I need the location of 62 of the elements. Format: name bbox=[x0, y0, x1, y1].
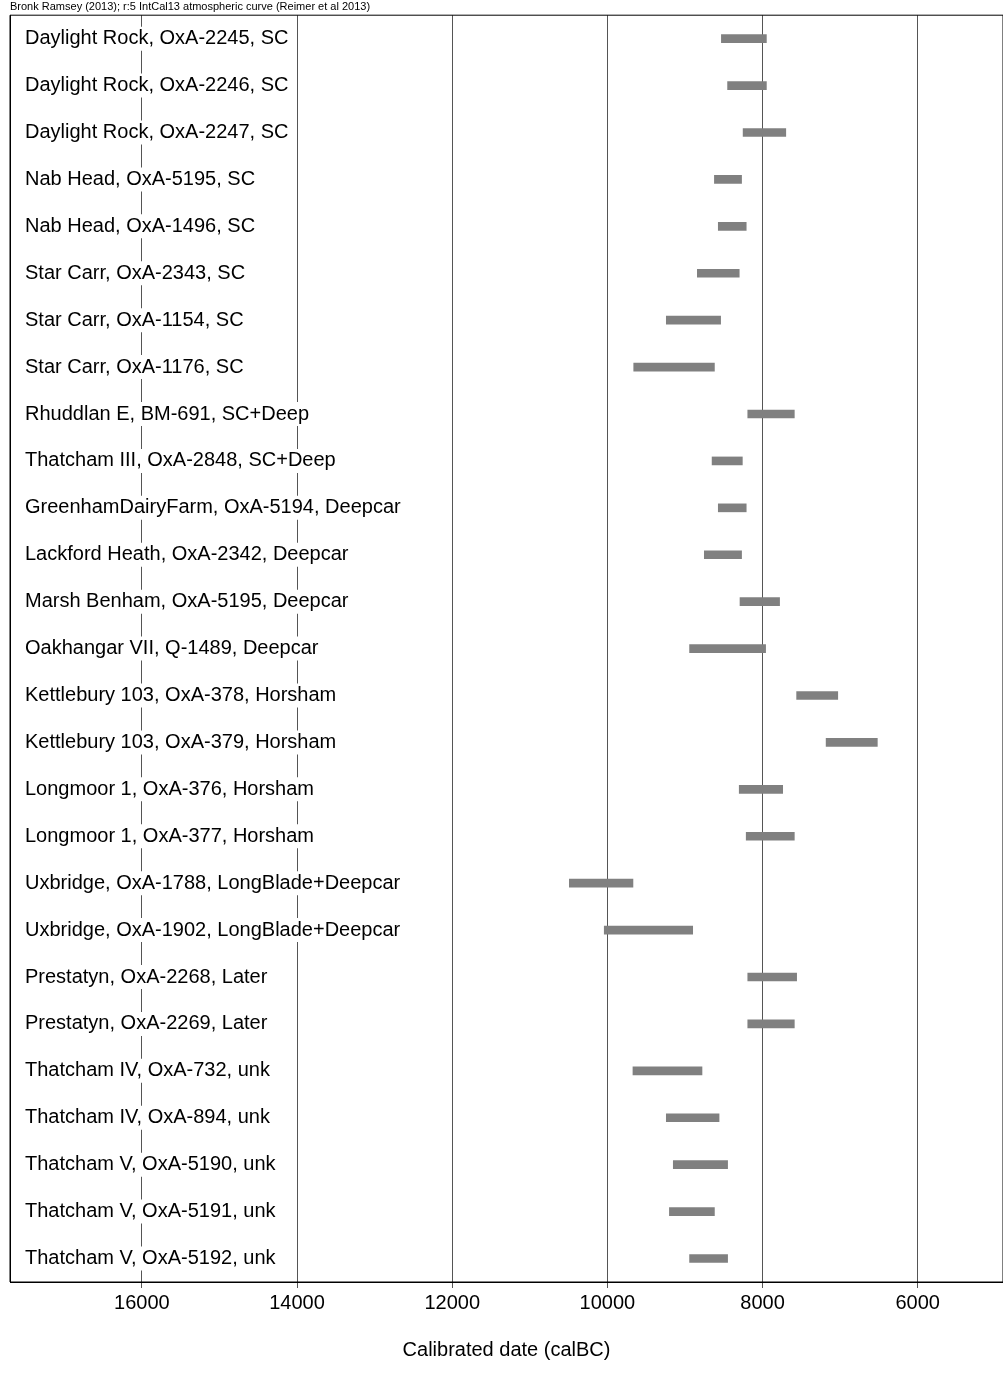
x-tick-label: 6000 bbox=[895, 1290, 940, 1313]
bar bbox=[703, 550, 742, 560]
y-tick-label: Thatcham V, OxA-5192, unk bbox=[25, 1246, 277, 1269]
bar bbox=[697, 268, 740, 278]
bar bbox=[717, 222, 747, 231]
bar bbox=[742, 128, 787, 137]
y-tick-label: Uxbridge, OxA-1788, LongBlade+Deepcar bbox=[25, 870, 401, 893]
y-tick-label: Marsh Benham, OxA-5195, Deepcar bbox=[25, 589, 349, 612]
bar bbox=[632, 1066, 703, 1076]
y-tick-label: Nab Head, OxA-1496, SC bbox=[25, 213, 256, 236]
bar bbox=[721, 34, 767, 43]
bar bbox=[745, 831, 795, 841]
bar bbox=[711, 456, 743, 466]
y-tick-label: Daylight Rock, OxA-2246, SC bbox=[25, 73, 289, 96]
bar bbox=[747, 409, 795, 419]
bar bbox=[739, 597, 780, 607]
y-tick-label: Daylight Rock, OxA-2247, SC bbox=[25, 120, 289, 143]
bar bbox=[796, 691, 839, 700]
y-tick-label: Lackford Heath, OxA-2342, Deepcar bbox=[25, 542, 349, 565]
y-tick-label: Thatcham IV, OxA-894, unk bbox=[25, 1105, 271, 1128]
bar bbox=[689, 1254, 728, 1263]
x-tick-label: 10000 bbox=[579, 1290, 636, 1313]
y-tick-label: Oakhangar VII, Q-1489, Deepcar bbox=[25, 636, 319, 659]
y-tick-label: Star Carr, OxA-2343, SC bbox=[25, 260, 246, 283]
bar bbox=[665, 315, 721, 325]
y-tick-label: Thatcham V, OxA-5191, unk bbox=[25, 1199, 277, 1222]
bar bbox=[569, 878, 634, 888]
x-tick-label: 8000 bbox=[740, 1290, 785, 1313]
bar bbox=[825, 738, 878, 747]
y-tick-label: Star Carr, OxA-1154, SC bbox=[25, 307, 244, 330]
y-tick-label: Kettlebury 103, OxA-378, Horsham bbox=[25, 683, 337, 706]
bar bbox=[727, 81, 767, 90]
y-tick-label: Longmoor 1, OxA-377, Horsham bbox=[25, 823, 315, 846]
x-axis-title: Calibrated date (calBC) bbox=[402, 1337, 611, 1360]
y-tick-label: Daylight Rock, OxA-2245, SC bbox=[25, 26, 289, 49]
y-tick-label: Prestatyn, OxA-2269, Later bbox=[25, 1011, 268, 1034]
y-tick-label: Nab Head, OxA-5195, SC bbox=[25, 166, 256, 189]
y-tick-label: Thatcham III, OxA-2848, SC+Deep bbox=[25, 448, 336, 471]
bar bbox=[669, 1207, 715, 1216]
x-tick-label: 14000 bbox=[269, 1290, 325, 1313]
bar bbox=[672, 1160, 728, 1170]
y-tick-label: Kettlebury 103, OxA-379, Horsham bbox=[25, 729, 337, 752]
bar bbox=[689, 644, 766, 653]
y-tick-label: Rhuddlan E, BM-691, SC+Deep bbox=[25, 401, 310, 424]
y-tick-label: GreenhamDairyFarm, OxA-5194, Deepcar bbox=[25, 495, 402, 518]
bar bbox=[633, 362, 715, 372]
bar bbox=[747, 1019, 795, 1029]
x-tick-label: 12000 bbox=[424, 1290, 481, 1313]
y-tick-label: Thatcham V, OxA-5190, unk bbox=[25, 1152, 277, 1175]
bar bbox=[603, 925, 694, 935]
y-tick-label: Star Carr, OxA-1176, SC bbox=[25, 354, 244, 377]
y-tick-label: Thatcham IV, OxA-732, unk bbox=[25, 1058, 271, 1081]
chart-title: Bronk Ramsey (2013); r:5 IntCal13 atmospheric curve (Reimer et al 2013) bbox=[10, 0, 371, 12]
bar bbox=[665, 1113, 720, 1123]
bar bbox=[714, 175, 742, 184]
x-tick-label: 16000 bbox=[114, 1290, 170, 1313]
y-tick-label: Uxbridge, OxA-1902, LongBlade+Deepcar bbox=[25, 917, 401, 940]
y-tick-label: Prestatyn, OxA-2268, Later bbox=[25, 964, 268, 987]
bar bbox=[747, 972, 797, 982]
bar bbox=[738, 785, 784, 794]
y-tick-label: Longmoor 1, OxA-376, Horsham bbox=[25, 776, 315, 799]
bar bbox=[717, 503, 747, 513]
